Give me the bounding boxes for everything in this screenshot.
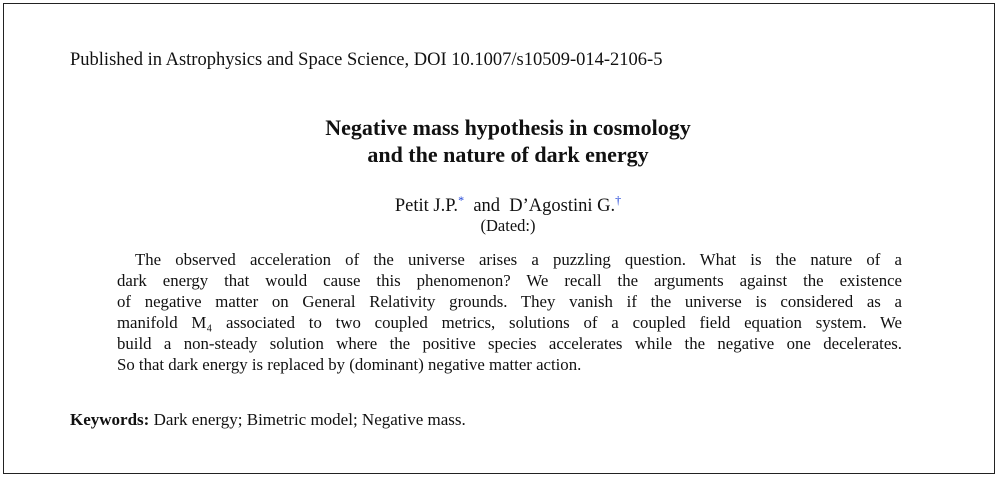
dated: (Dated:) — [480, 216, 536, 235]
title-line: and the nature of dark energy — [367, 142, 649, 167]
title-line: Negative mass hypothesis in cosmology — [325, 115, 691, 140]
footnote-mark[interactable]: * — [458, 193, 465, 207]
abstract-line: manifold M₄ associated to two coupled me… — [117, 313, 902, 332]
abstract-line: of negative matter on General Relativity… — [117, 292, 902, 311]
authors: Petit J.P.* and D’Agostini G.† — [0, 193, 1000, 217]
author-name: Petit J.P. — [394, 196, 459, 216]
author-joiner: and — [473, 196, 501, 216]
keywords: Keywords: Dark energy; Bimetric model; N… — [70, 410, 466, 430]
publication-note: Published in Astrophysics and Space Scie… — [70, 50, 663, 70]
abstract: The observed acceleration of the univers… — [117, 249, 902, 375]
abstract-line: So that dark energy is replaced by (domi… — [117, 355, 582, 374]
keywords-label: Keywords: — [70, 410, 150, 429]
abstract-line: The observed acceleration of the univers… — [135, 250, 902, 269]
abstract-line: dark energy that would cause this phenom… — [117, 271, 902, 290]
abstract-line: build a non-steady solution where the po… — [117, 334, 902, 353]
page-frame — [3, 3, 995, 474]
author-name: D’Agostini G. — [509, 196, 616, 216]
footnote-mark[interactable]: † — [615, 193, 622, 207]
keywords-text: Dark energy; Bimetric model; Negative ma… — [153, 410, 466, 429]
